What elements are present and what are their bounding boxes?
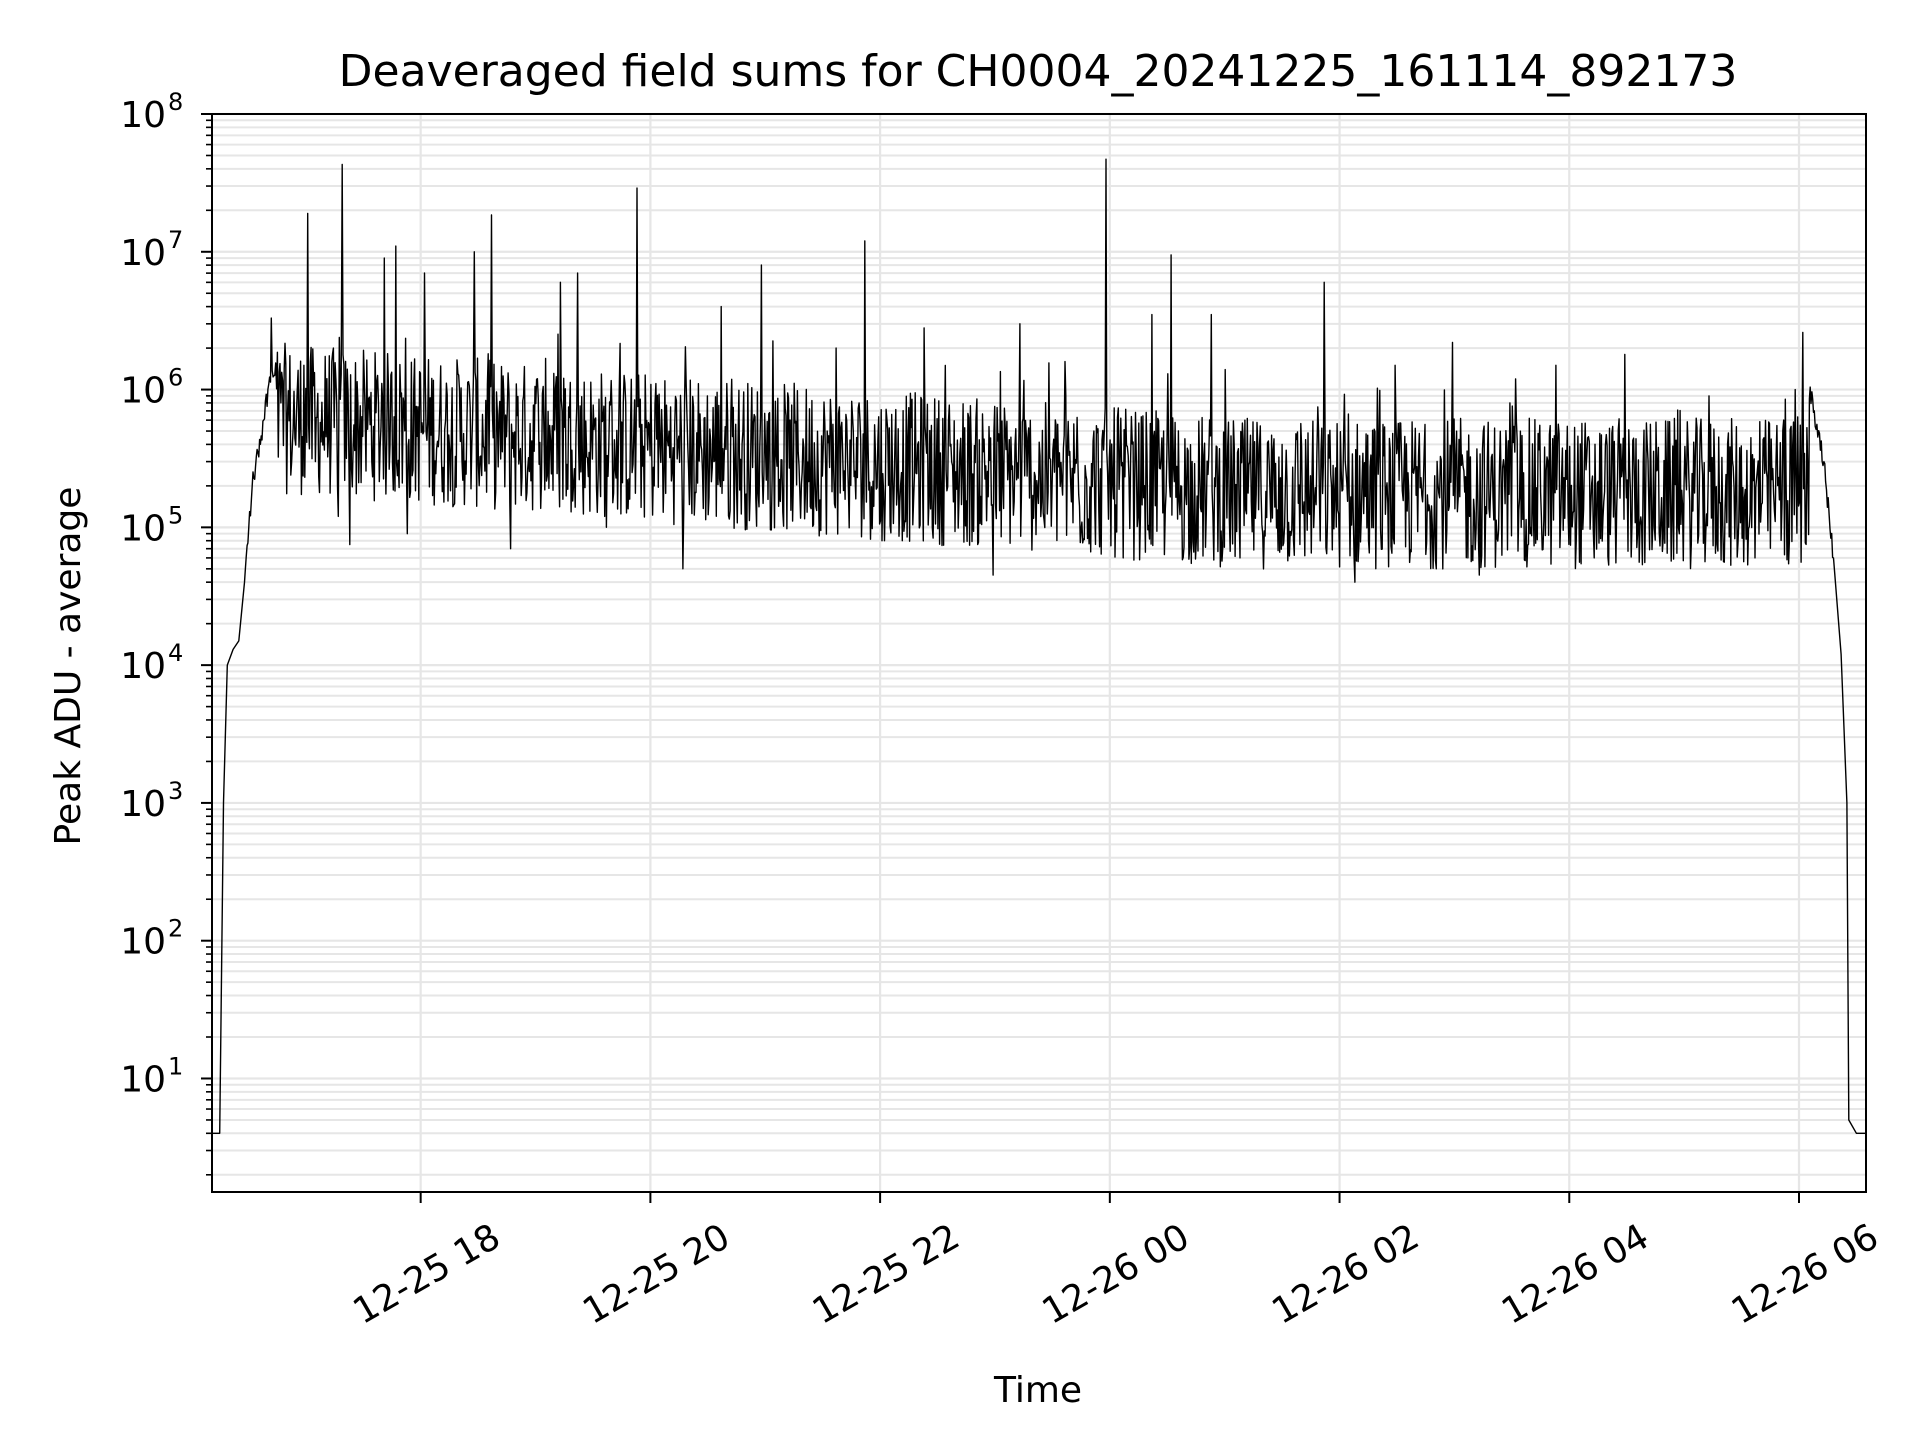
x-tick-label: 12-26 04 [1495, 1216, 1656, 1332]
y-tick-exponent: 1 [168, 1052, 183, 1080]
x-tick-label: 12-25 22 [806, 1216, 967, 1332]
series-layer [212, 158, 1866, 1134]
chart-title: Deaveraged field sums for CH0004_2024122… [339, 46, 1738, 97]
y-tick-label: 10 [120, 95, 166, 136]
grid [212, 112, 1866, 1192]
x-tick-label: 12-25 18 [346, 1216, 507, 1332]
x-axis-label: Time [993, 1370, 1082, 1411]
y-tick-exponent: 2 [168, 915, 183, 943]
y-tick-label: 10 [120, 784, 166, 825]
y-axis-label: Peak ADU - average [48, 487, 89, 846]
y-tick-label: 10 [120, 646, 166, 687]
y-tick-exponent: 8 [168, 88, 183, 116]
series-line-0 [212, 158, 1866, 1134]
y-tick-label: 10 [120, 371, 166, 412]
x-tick-label: 12-26 00 [1036, 1216, 1197, 1332]
y-tick-exponent: 3 [168, 777, 183, 805]
y-tick-exponent: 7 [168, 226, 183, 254]
x-tick-label: 12-26 06 [1725, 1216, 1886, 1332]
y-tick-exponent: 6 [168, 364, 183, 392]
y-tick-label: 10 [120, 233, 166, 274]
x-tick-label: 12-25 20 [576, 1216, 737, 1332]
y-tick-label: 10 [120, 508, 166, 549]
y-tick-exponent: 4 [168, 639, 183, 667]
plot-frame [211, 113, 1867, 1193]
x-tick-label: 12-26 02 [1265, 1216, 1426, 1332]
y-tick-exponent: 5 [168, 501, 183, 529]
y-tick-label: 10 [120, 1059, 166, 1100]
y-tick-label: 10 [120, 922, 166, 963]
